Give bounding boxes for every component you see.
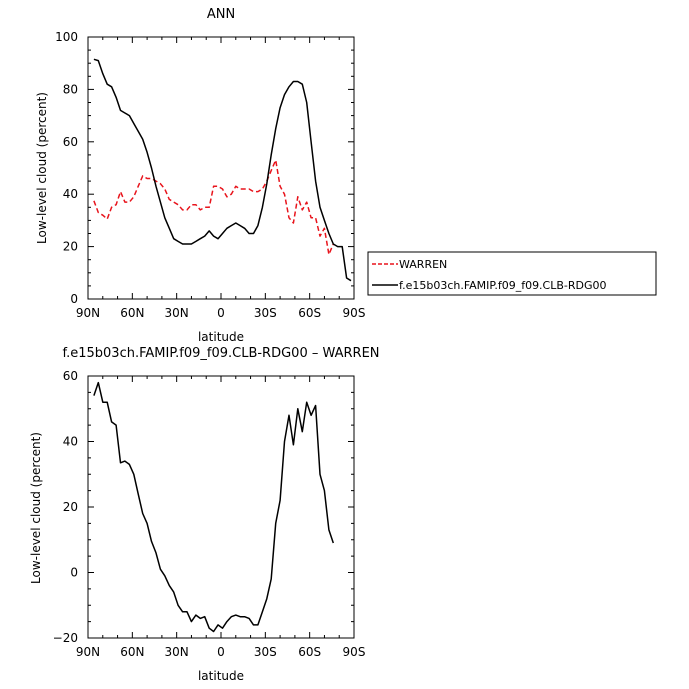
- x-tick-label: 30S: [254, 306, 277, 320]
- x-tick-label: 0: [217, 645, 225, 659]
- x-tick-label: 30N: [165, 645, 189, 659]
- y-tick-label: 100: [55, 30, 78, 44]
- x-tick-label: 60N: [120, 306, 144, 320]
- legend-box: [367, 251, 657, 296]
- annual-low-cloud-chart: ANN 90N 60N 30N 0 30S 60S 90S 0 20 40 60 80 100 lati…: [35, 7, 657, 344]
- legend-label-model: f.e15b03ch.FAMIP.f09_f09.CLB-RDG00: [399, 279, 607, 292]
- y-axis-label: Low-level cloud (percent): [35, 92, 49, 244]
- x-tick-label: 90N: [76, 306, 100, 320]
- x-axis-label: latitude: [198, 669, 244, 683]
- legend: WARREN f.e15b03ch.FAMIP.f09_f09.CLB-RDG0…: [367, 251, 657, 296]
- y-tick-label: 80: [63, 82, 78, 96]
- difference-chart: f.e15b03ch.FAMIP.f09_f09.CLB-RDG00 – WAR…: [29, 346, 380, 683]
- x-tick-label: 60S: [298, 645, 321, 659]
- x-tick-label: 30N: [165, 306, 189, 320]
- y-tick-label: 60: [63, 135, 78, 149]
- y-tick-label: 40: [63, 435, 78, 449]
- axes-frame: [87, 375, 355, 639]
- y-tick-label: 20: [63, 500, 78, 514]
- series-line-model: [93, 58, 352, 282]
- series-line-difference: [93, 381, 335, 633]
- x-tick-label: 90S: [343, 306, 366, 320]
- x-tick-label: 60N: [120, 645, 144, 659]
- x-tick-label: 60S: [298, 306, 321, 320]
- legend-label-warren: WARREN: [399, 258, 447, 271]
- chart-title: f.e15b03ch.FAMIP.f09_f09.CLB-RDG00 – WAR…: [62, 346, 379, 361]
- x-tick-label: 30S: [254, 645, 277, 659]
- chart-title: ANN: [207, 7, 235, 22]
- plot-area: 90N 60N 30N 0 30S 60S 90S 0 20 40 60 80 100: [55, 30, 365, 320]
- x-tick-label: 90N: [76, 645, 100, 659]
- series-line-warren: [93, 159, 334, 256]
- plot-area: 90N 60N 30N 0 30S 60S 90S −20 0 20 40 60: [53, 369, 366, 659]
- y-tick-label: 0: [70, 292, 78, 306]
- y-tick-label: 0: [70, 566, 78, 580]
- y-axis-label: Low-level cloud (percent): [29, 432, 43, 584]
- y-tick-label: −20: [53, 631, 78, 645]
- y-tick-label: 20: [63, 240, 78, 254]
- x-tick-label: 90S: [343, 645, 366, 659]
- y-tick-label: 60: [63, 369, 78, 383]
- y-tick-label: 40: [63, 187, 78, 201]
- x-tick-label: 0: [217, 306, 225, 320]
- x-axis-label: latitude: [198, 330, 244, 344]
